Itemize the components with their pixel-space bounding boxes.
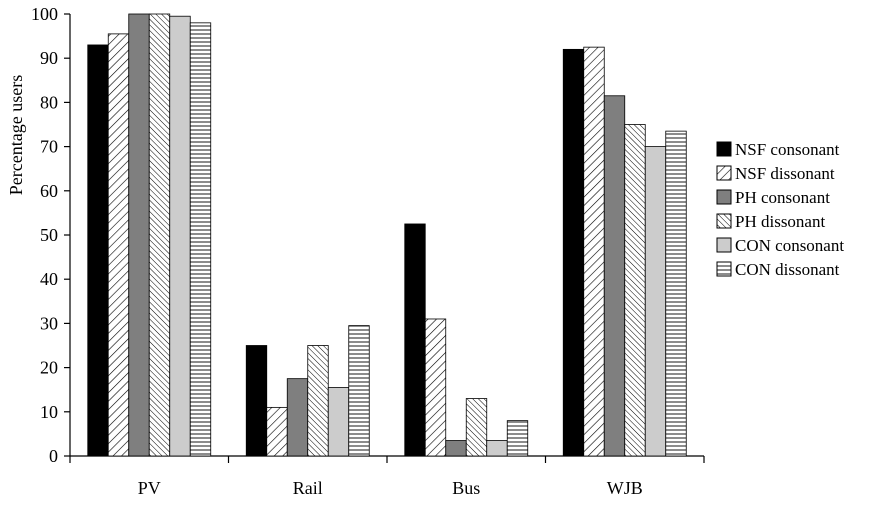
x-tick-label: WJB: [607, 478, 643, 498]
legend-label: CON dissonant: [735, 260, 840, 279]
y-tick-label: 80: [40, 92, 58, 112]
bar: [245, 345, 268, 457]
y-tick-label: 0: [49, 446, 58, 466]
bar: [404, 223, 426, 457]
y-ticks: 0 10 20 30 40 50 60 70 80 90 100: [31, 4, 70, 466]
y-tick-label: 40: [40, 269, 58, 289]
bar: [506, 420, 529, 457]
bar: [603, 95, 626, 457]
bar: [562, 48, 585, 457]
x-tick-label: Rail: [293, 478, 323, 498]
bar: [148, 13, 171, 457]
bar: [424, 318, 447, 457]
legend-label: NSF dissonant: [735, 164, 835, 183]
bar: [128, 13, 150, 457]
bar: [465, 398, 488, 457]
bar: [665, 130, 687, 457]
x-tick-label: PV: [138, 478, 161, 498]
axes: 0 10 20 30 40 50 60 70 80 90 100 PV Rail Bus WJB: [31, 4, 705, 498]
bar: [644, 146, 667, 457]
bar: [87, 44, 109, 457]
legend-label: CON consonant: [735, 236, 844, 255]
x-tick-label: Bus: [452, 478, 480, 498]
bars: [87, 13, 687, 457]
bar: [327, 387, 350, 457]
bar: [286, 378, 309, 457]
y-tick-label: 100: [31, 4, 58, 24]
legend-swatch: [716, 261, 732, 277]
bar: [307, 345, 329, 457]
bar: [169, 15, 191, 457]
y-tick-label: 20: [40, 358, 58, 378]
y-tick-label: 70: [40, 137, 58, 157]
bar: [266, 406, 288, 457]
x-ticks: PV Rail Bus WJB: [69, 456, 705, 498]
y-tick-label: 90: [40, 48, 58, 68]
bar: [486, 440, 508, 457]
bar: [348, 325, 370, 457]
legend-swatch: [716, 165, 732, 181]
y-tick-label: 30: [40, 313, 58, 333]
bar: [189, 22, 212, 457]
legend-label: NSF consonant: [735, 140, 840, 159]
legend-label: PH consonant: [735, 188, 830, 207]
y-axis-label: Percentage users: [6, 75, 26, 195]
legend: NSF consonant NSF dissonant PH consonant PH…: [716, 140, 844, 279]
legend-swatch: [716, 213, 732, 229]
legend-label: PH dissonant: [735, 212, 825, 231]
bar: [583, 46, 605, 457]
bar: [107, 33, 130, 457]
y-tick-label: 60: [40, 181, 58, 201]
y-tick-label: 10: [40, 402, 58, 422]
legend-swatch: [716, 237, 732, 253]
y-tick-label: 50: [40, 225, 58, 245]
legend-swatch: [716, 189, 732, 205]
bar: [624, 124, 646, 457]
bar: [445, 440, 467, 457]
legend-swatch: [716, 141, 732, 157]
